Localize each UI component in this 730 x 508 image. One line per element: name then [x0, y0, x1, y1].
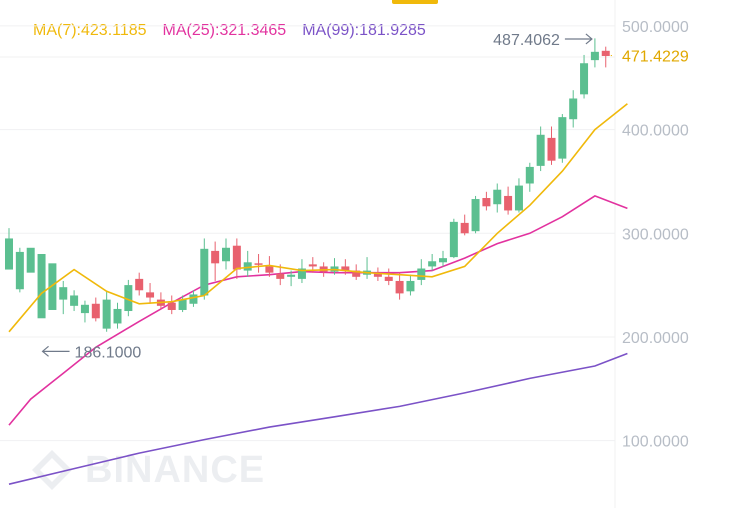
- high-marker-label: 487.4062: [493, 32, 560, 49]
- candle-body[interactable]: [276, 273, 285, 279]
- candle-body[interactable]: [471, 199, 480, 232]
- candle-body[interactable]: [569, 98, 578, 120]
- candle-body[interactable]: [384, 276, 393, 281]
- y-tick-label: 400.0000: [622, 123, 689, 140]
- candle-body[interactable]: [439, 258, 447, 263]
- candle-body[interactable]: [265, 266, 274, 273]
- candle-body[interactable]: [352, 270, 361, 277]
- candle-body[interactable]: [525, 166, 534, 184]
- candle-body[interactable]: [590, 51, 599, 61]
- candle-body[interactable]: [493, 189, 502, 205]
- y-tick-label: 500.0000: [622, 19, 689, 36]
- candle-body[interactable]: [70, 295, 79, 306]
- candle-body[interactable]: [319, 266, 328, 272]
- candle-body[interactable]: [178, 299, 187, 310]
- candle-body[interactable]: [124, 285, 133, 312]
- candle-body[interactable]: [395, 280, 404, 294]
- candle-body[interactable]: [558, 117, 567, 159]
- candle-body[interactable]: [254, 263, 263, 265]
- candle-body[interactable]: [200, 248, 209, 296]
- candle-body[interactable]: [417, 268, 426, 280]
- candle-body[interactable]: [580, 63, 589, 95]
- candle-body[interactable]: [167, 302, 176, 310]
- watermark-logo-icon: [32, 450, 72, 490]
- candle-body[interactable]: [146, 292, 155, 298]
- ma25-line: [8, 195, 628, 426]
- candle-body[interactable]: [232, 245, 241, 270]
- candle-body[interactable]: [135, 278, 144, 291]
- candle-body[interactable]: [48, 263, 57, 310]
- candle-body[interactable]: [26, 247, 35, 273]
- candle-body[interactable]: [15, 251, 24, 290]
- candle-body[interactable]: [341, 266, 350, 271]
- candle-body[interactable]: [59, 287, 68, 300]
- y-tick-label: 300.0000: [622, 226, 689, 243]
- candle-body[interactable]: [243, 262, 252, 271]
- low-marker-label: 186.1000: [75, 344, 142, 361]
- candle-body[interactable]: [601, 50, 610, 56]
- candle-body[interactable]: [211, 250, 220, 264]
- candle-body[interactable]: [449, 221, 458, 258]
- candle-body[interactable]: [308, 264, 317, 267]
- candle-body[interactable]: [222, 247, 230, 262]
- ma7-line: [8, 103, 628, 333]
- candle-body[interactable]: [428, 261, 437, 267]
- candle-body[interactable]: [514, 185, 523, 211]
- candle-body[interactable]: [536, 134, 545, 166]
- y-tick-label: 100.0000: [622, 434, 689, 451]
- candle-body[interactable]: [287, 274, 296, 277]
- high-marker-arrow-icon: [585, 33, 593, 45]
- candle-body[interactable]: [460, 222, 469, 234]
- last-price-label: 471.4229: [622, 49, 689, 66]
- ma99-line: [8, 352, 628, 485]
- y-tick-label: 200.0000: [622, 330, 689, 347]
- watermark-text: BINANCE: [85, 449, 265, 491]
- candle-body[interactable]: [102, 299, 111, 329]
- candle-body[interactable]: [373, 272, 382, 277]
- candle-body[interactable]: [113, 308, 122, 324]
- candle-body[interactable]: [406, 280, 415, 292]
- candle-body[interactable]: [5, 238, 13, 270]
- candle-body[interactable]: [547, 137, 556, 161]
- candle-body[interactable]: [80, 304, 89, 314]
- candle-body[interactable]: [37, 254, 46, 319]
- candle-body[interactable]: [189, 294, 198, 304]
- candle-body[interactable]: [504, 195, 513, 211]
- candle-body[interactable]: [482, 198, 491, 207]
- candle-body[interactable]: [297, 268, 306, 279]
- low-marker-arrow-icon: [41, 345, 49, 357]
- active-tab-indicator: [392, 0, 438, 4]
- candle-body[interactable]: [91, 303, 100, 319]
